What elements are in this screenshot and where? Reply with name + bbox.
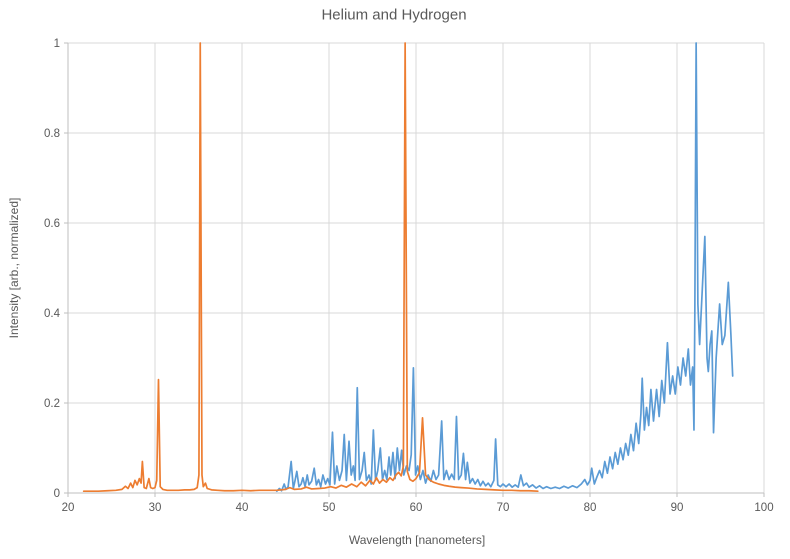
y-tick-label: 0.2 [44,398,60,410]
x-tick-label: 100 [754,502,773,514]
x-axis-title: Wavelength [nanometers] [348,533,486,547]
x-tick-label: 30 [149,502,162,514]
x-tick-label: 70 [497,502,510,514]
y-tick-label: 0.8 [44,128,60,140]
x-tick-label: 80 [584,502,597,514]
y-tick-label: 0 [54,488,60,500]
series-line-helium [82,42,539,493]
x-tick-label: 50 [323,502,336,514]
series-line-hydrogen [275,42,734,493]
x-tick-label: 60 [410,502,423,514]
y-tick-label: 0.4 [44,308,61,320]
y-axis-title: Intensity [arb., normalized] [7,197,21,339]
x-tick-label: 40 [236,502,249,514]
x-tick-label: 20 [62,502,75,514]
y-tick-label: 1 [54,38,60,50]
x-tick-label: 90 [671,502,684,514]
chart-title: Helium and Hydrogen [321,6,467,24]
y-tick-label: 0.6 [44,218,60,230]
